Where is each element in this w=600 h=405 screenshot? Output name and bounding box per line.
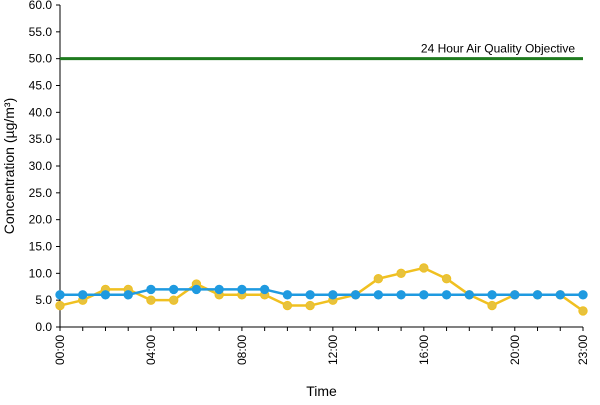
- series-1-line: [59, 266, 584, 312]
- y-tick-label: 55.0: [29, 25, 53, 39]
- x-tick-label: 12:00: [326, 335, 340, 365]
- x-tick-label: 16:00: [417, 335, 431, 365]
- series-2-point: [146, 284, 156, 295]
- series-2-point: [305, 290, 315, 300]
- y-tick-label: 35.0: [29, 132, 53, 146]
- series-2-point: [100, 290, 111, 300]
- series-1-point: [146, 295, 156, 305]
- series-2-point: [214, 284, 224, 295]
- series-2-point: [78, 290, 88, 300]
- series-2-point: [578, 290, 588, 300]
- series-1-point: [419, 263, 429, 273]
- series-2-point: [510, 290, 520, 300]
- series-2-point: [237, 284, 247, 295]
- y-tick-label: 30.0: [29, 159, 53, 173]
- series-1-point: [168, 295, 179, 305]
- y-tick-label: 60.0: [29, 0, 53, 12]
- series-1-point: [441, 274, 452, 284]
- y-tick-label: 25.0: [29, 186, 53, 200]
- series-1-point: [578, 306, 588, 316]
- series-1-point: [282, 300, 293, 311]
- y-tick-label: 10.0: [29, 266, 53, 280]
- series-2-point: [373, 290, 384, 300]
- series-2-point: [555, 290, 565, 300]
- x-tick-label: 08:00: [235, 335, 249, 365]
- series-2-point: [259, 284, 270, 295]
- y-tick-label: 50.0: [29, 52, 53, 66]
- series-1-point: [305, 300, 315, 311]
- series-1-point: [373, 274, 384, 284]
- series-2-point: [464, 290, 475, 300]
- y-axis-label: Concentration (µg/m³): [1, 98, 17, 234]
- series-1-point: [487, 300, 497, 311]
- series-2-point: [396, 290, 406, 300]
- series-2-point: [419, 290, 429, 300]
- series-2-point: [532, 290, 543, 300]
- series-2-point: [350, 290, 361, 300]
- series-2-point: [191, 284, 202, 295]
- series-1-point: [396, 268, 406, 279]
- x-axis-ticks: 00:00 04:00 08:00 12:00 16:00 20:00 23:00: [53, 327, 590, 365]
- y-tick-label: 5.0: [35, 293, 52, 307]
- air-quality-objective-label: 24 Hour Air Quality Objective: [421, 42, 575, 56]
- series-2-point: [55, 290, 65, 300]
- y-tick-label: 40.0: [29, 105, 53, 119]
- y-axis-ticks: 0.0 5.0 10.0 15.0 20.0 25.0 30.0 35.0 40.0 45.0 50…: [29, 0, 60, 334]
- series-group: [55, 263, 588, 316]
- x-tick-label: 20:00: [508, 335, 522, 365]
- series-2-point: [123, 290, 133, 300]
- y-tick-label: 20.0: [29, 213, 53, 227]
- y-tick-label: 45.0: [29, 79, 53, 93]
- series-2-point: [328, 290, 338, 300]
- series-2-point: [168, 284, 179, 295]
- series-2-point: [441, 290, 452, 300]
- x-tick-label: 00:00: [53, 335, 67, 365]
- series-1-point: [55, 300, 65, 311]
- x-tick-label: 04:00: [144, 335, 158, 365]
- x-axis-label: Time: [306, 383, 337, 399]
- series-2-point: [282, 290, 293, 300]
- series-2-point: [487, 290, 497, 300]
- y-tick-label: 15.0: [29, 240, 53, 254]
- y-tick-label: 0.0: [35, 320, 52, 334]
- x-tick-label: 23:00: [576, 335, 590, 365]
